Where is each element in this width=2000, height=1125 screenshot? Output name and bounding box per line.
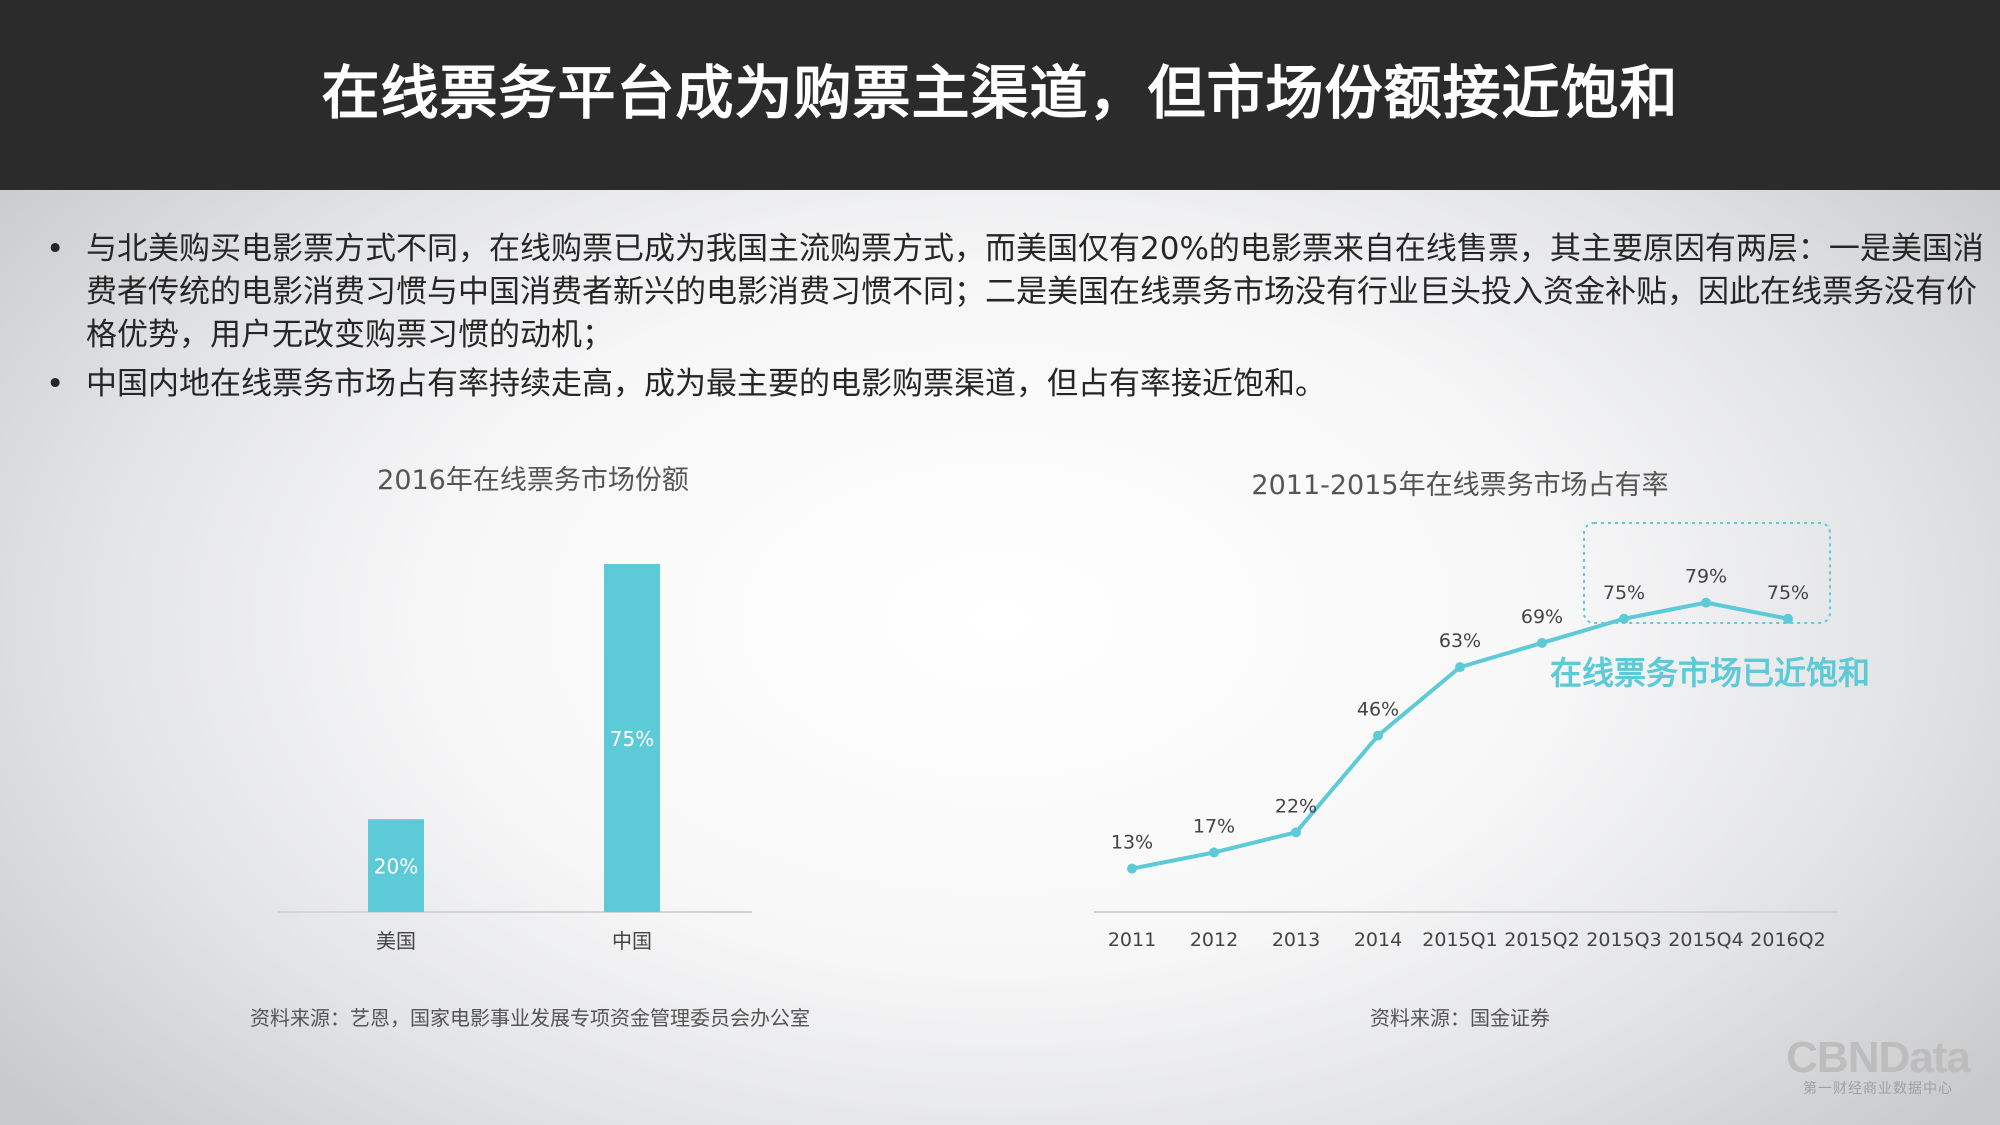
data-point (1127, 863, 1137, 874)
x-tick-label: 2012 (1190, 929, 1238, 951)
left-chart-title: 2016年在线票务市场份额 (377, 465, 689, 496)
bullet-item: • 与北美购买电影票方式不同，在线购票已成为我国主流购票方式，而美国仅有20%的… (46, 228, 1986, 357)
bullet-text: 与北美购买电影票方式不同，在线购票已成为我国主流购票方式，而美国仅有20%的电影… (86, 231, 1984, 353)
x-tick-label: 中国 (612, 929, 652, 953)
point-data-label: 46% (1357, 699, 1399, 721)
left-chart-source: 资料来源：艺恩，国家电影事业发展专项资金管理委员会办公室 (250, 1006, 810, 1030)
x-tick-label: 2015Q2 (1504, 929, 1579, 951)
point-data-label: 22% (1275, 795, 1317, 817)
data-point (1291, 827, 1301, 838)
bar-chart: 20% 美国 75% 中国 (278, 564, 752, 953)
x-tick-label: 2015Q4 (1668, 929, 1743, 951)
logo-wordmark: CBNData (1786, 1033, 1971, 1082)
point-data-label: 75% (1767, 582, 1809, 604)
data-point (1537, 637, 1547, 648)
x-tick-label: 美国 (376, 929, 416, 953)
bar (604, 564, 660, 912)
point-data-label: 79% (1685, 566, 1727, 588)
bullet-marker: • (46, 366, 65, 402)
right-chart-source: 资料来源：国金证券 (1370, 1006, 1550, 1030)
right-chart-title: 2011-2015年在线票务市场占有率 (1251, 470, 1669, 501)
point-data-label: 63% (1439, 630, 1481, 652)
logo-subtitle: 第一财经商业数据中心 (1803, 1081, 1953, 1097)
page-title: 在线票务平台成为购票主渠道，但市场份额接近饱和 (321, 59, 1679, 127)
x-tick-label: 2015Q1 (1422, 929, 1497, 951)
header-bar: 在线票务平台成为购票主渠道，但市场份额接近饱和 (0, 0, 2000, 190)
bullet-item: • 中国内地在线票务市场占有率持续走高，成为最主要的电影购票渠道，但占有率接近饱… (46, 363, 1986, 406)
bar-data-label: 20% (374, 855, 418, 879)
point-data-label: 69% (1521, 606, 1563, 628)
bullet-marker: • (46, 231, 65, 267)
point-data-label: 13% (1111, 832, 1153, 854)
bar-data-label: 75% (610, 727, 654, 751)
bullet-list: • 与北美购买电影票方式不同，在线购票已成为我国主流购票方式，而美国仅有20%的… (46, 228, 1986, 412)
bar (368, 819, 424, 912)
bullet-text: 中国内地在线票务市场占有率持续走高，成为最主要的电影购票渠道，但占有率接近饱和。 (86, 366, 1326, 402)
data-point (1209, 847, 1219, 858)
data-point (1619, 613, 1629, 624)
point-data-label: 17% (1193, 815, 1235, 837)
data-point (1783, 613, 1793, 624)
x-tick-label: 2015Q3 (1586, 929, 1661, 951)
data-point (1701, 597, 1711, 608)
line-chart: 13% 2011 17% 2012 22% 2013 46% 2014 63% 2015Q1 69%… (1094, 522, 1838, 951)
data-point (1455, 662, 1465, 673)
cbndata-logo: CBNData 第一财经商业数据中心 (1778, 1036, 1978, 1098)
x-tick-label: 2014 (1354, 929, 1402, 951)
x-tick-label: 2011 (1108, 929, 1156, 951)
highlight-box (1583, 522, 1831, 624)
x-tick-label: 2016Q2 (1750, 929, 1825, 951)
data-point (1373, 730, 1383, 741)
point-data-label: 75% (1603, 582, 1645, 604)
x-tick-label: 2013 (1272, 929, 1320, 951)
saturation-annotation: 在线票务市场已近饱和 (1549, 654, 1870, 692)
